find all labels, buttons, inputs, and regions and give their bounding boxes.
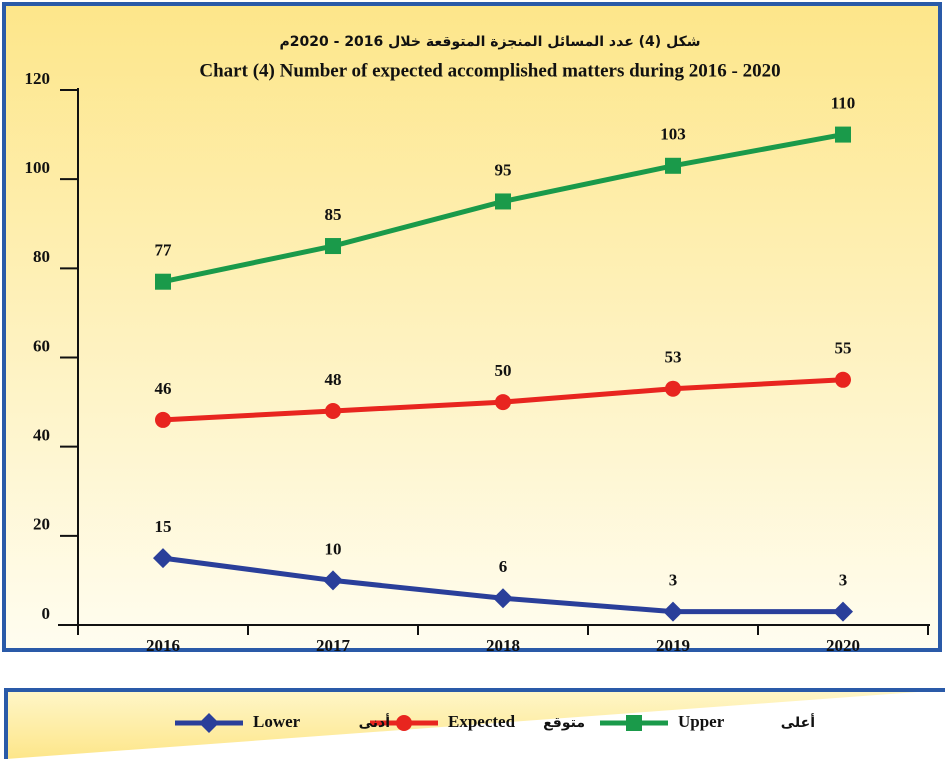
x-tick-label: 2016 bbox=[146, 636, 180, 655]
legend-label-ar: أعلى bbox=[781, 713, 815, 731]
value-label: 6 bbox=[499, 557, 508, 576]
x-tick-label: 2017 bbox=[316, 636, 351, 655]
value-label: 77 bbox=[155, 241, 173, 260]
chart-title: Chart (4) Number of expected accomplishe… bbox=[199, 60, 780, 81]
value-label: 85 bbox=[325, 205, 342, 224]
marker bbox=[626, 715, 642, 731]
legend: Upper أعلى Expected متوقع Lower أدنى bbox=[175, 712, 815, 733]
legend-label: Lower bbox=[253, 712, 301, 731]
value-label: 53 bbox=[665, 348, 682, 367]
marker bbox=[493, 588, 513, 609]
y-tick-label: 120 bbox=[25, 69, 51, 88]
y-tick-label: 100 bbox=[25, 158, 51, 177]
marker bbox=[323, 570, 343, 591]
value-label: 15 bbox=[155, 517, 172, 536]
value-label: 3 bbox=[669, 571, 678, 590]
value-label: 55 bbox=[835, 339, 852, 358]
marker bbox=[325, 403, 341, 419]
legend-label-ar: متوقع bbox=[543, 715, 585, 731]
marker bbox=[665, 380, 681, 397]
y-tick-label: 0 bbox=[42, 604, 51, 623]
value-label: 3 bbox=[839, 571, 848, 590]
marker bbox=[155, 273, 171, 290]
marker bbox=[325, 238, 341, 255]
legend-label-ar: أدنى bbox=[359, 713, 390, 731]
marker bbox=[155, 411, 171, 428]
marker bbox=[665, 157, 681, 174]
marker bbox=[199, 713, 219, 733]
value-label: 10 bbox=[325, 539, 342, 558]
value-label: 48 bbox=[325, 370, 342, 389]
marker bbox=[153, 548, 173, 569]
y-tick-label: 80 bbox=[33, 247, 50, 266]
value-label: 110 bbox=[831, 93, 856, 112]
value-label: 103 bbox=[660, 125, 686, 144]
legend-label: Expected bbox=[448, 712, 516, 731]
marker bbox=[835, 126, 851, 143]
marker bbox=[495, 193, 511, 210]
x-tick-label: 2019 bbox=[656, 636, 690, 655]
y-tick-label: 60 bbox=[33, 336, 50, 355]
value-label: 95 bbox=[495, 160, 512, 179]
x-tick-label: 2018 bbox=[486, 636, 520, 655]
marker bbox=[663, 601, 683, 622]
x-tick-label: 2020 bbox=[826, 636, 860, 655]
marker bbox=[495, 394, 511, 411]
y-tick-label: 20 bbox=[33, 515, 50, 534]
value-label: 46 bbox=[155, 379, 172, 398]
legend-panel bbox=[4, 688, 945, 759]
chart-title-ar: شكل (4) عدد المسائل المنجزة المتوقعة خلا… bbox=[280, 34, 701, 50]
value-label: 50 bbox=[495, 361, 512, 380]
legend-label: Upper bbox=[678, 712, 725, 731]
chart-panel bbox=[2, 2, 942, 652]
y-tick-label: 40 bbox=[33, 426, 50, 445]
marker bbox=[833, 601, 853, 622]
marker bbox=[396, 715, 412, 731]
marker bbox=[835, 371, 851, 388]
